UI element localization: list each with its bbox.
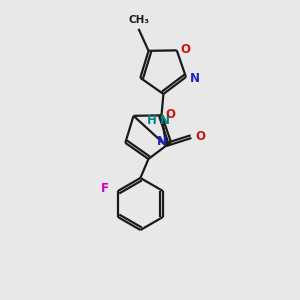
Text: N: N: [159, 115, 170, 128]
Text: CH₃: CH₃: [128, 15, 149, 25]
Text: O: O: [181, 43, 191, 56]
Text: O: O: [166, 108, 176, 121]
Text: N: N: [157, 134, 167, 148]
Text: F: F: [101, 182, 109, 196]
Text: H: H: [146, 115, 156, 128]
Text: N: N: [190, 71, 200, 85]
Text: O: O: [195, 130, 206, 143]
